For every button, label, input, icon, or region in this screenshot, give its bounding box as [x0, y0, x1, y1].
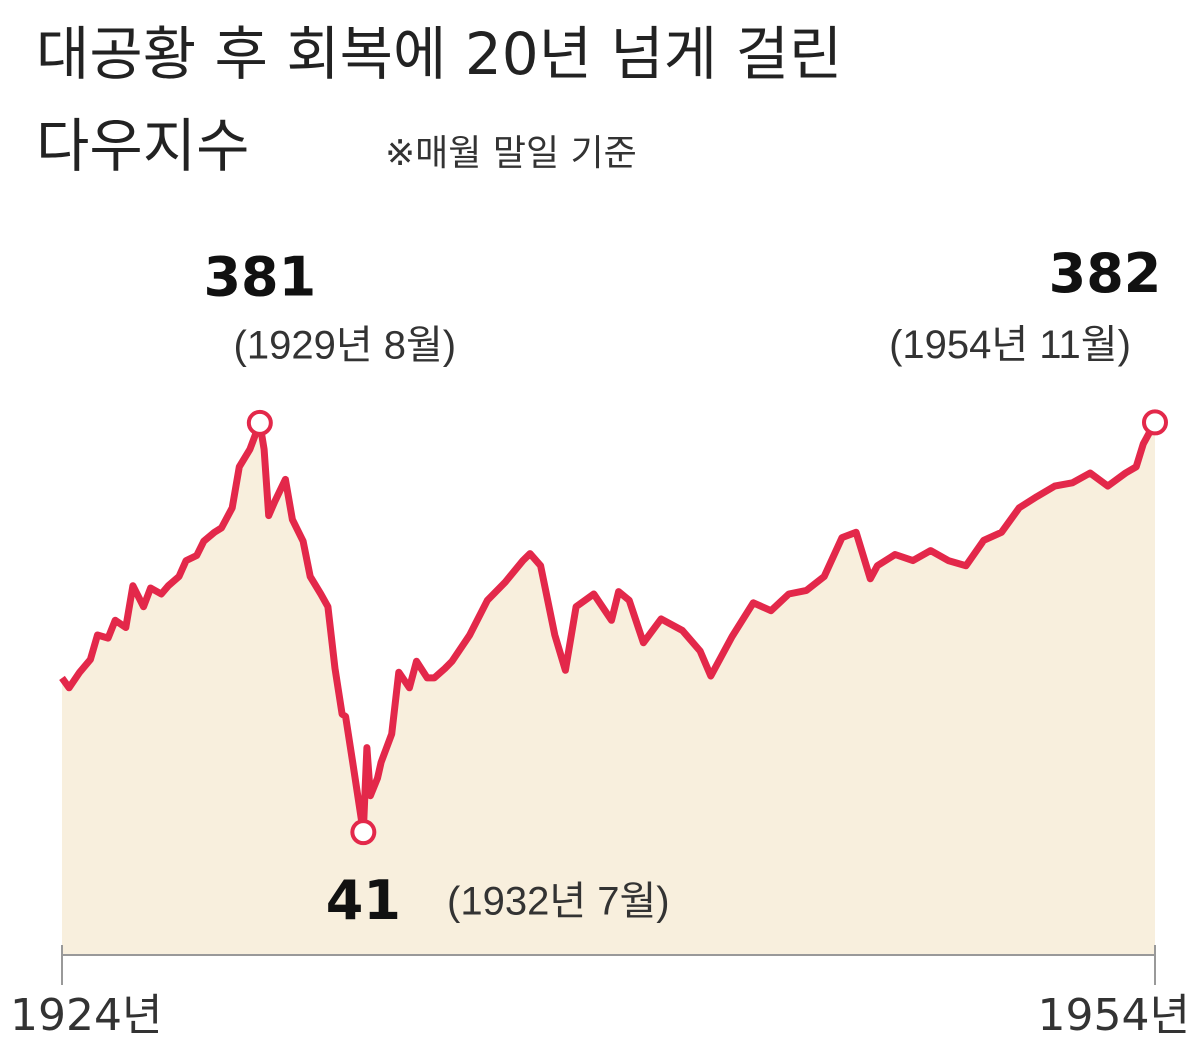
annotation-value: 381: [203, 246, 316, 309]
annotation-date: (1929년 8월): [234, 323, 457, 367]
area: [62, 422, 1155, 955]
annotation-value: 382: [1049, 242, 1162, 305]
annotation-date: (1954년 11월): [889, 323, 1131, 367]
chart-note: ※매월 말일 기준: [385, 133, 637, 174]
annotation-value: 41: [326, 869, 401, 932]
x-tick-label: 1924년: [10, 990, 162, 1041]
annotation-marker: [246, 409, 273, 436]
annotation-marker: [350, 819, 377, 846]
x-tick-label: 1954년: [1038, 990, 1190, 1041]
chart-title: 대공황 후 회복에 20년 넘게 걸린: [36, 20, 842, 88]
annotation-marker: [1142, 409, 1168, 436]
line: [59, 419, 1159, 836]
chart-subtitle: 다우지수: [36, 112, 249, 180]
annotation-date: (1932년 7월): [447, 880, 670, 924]
